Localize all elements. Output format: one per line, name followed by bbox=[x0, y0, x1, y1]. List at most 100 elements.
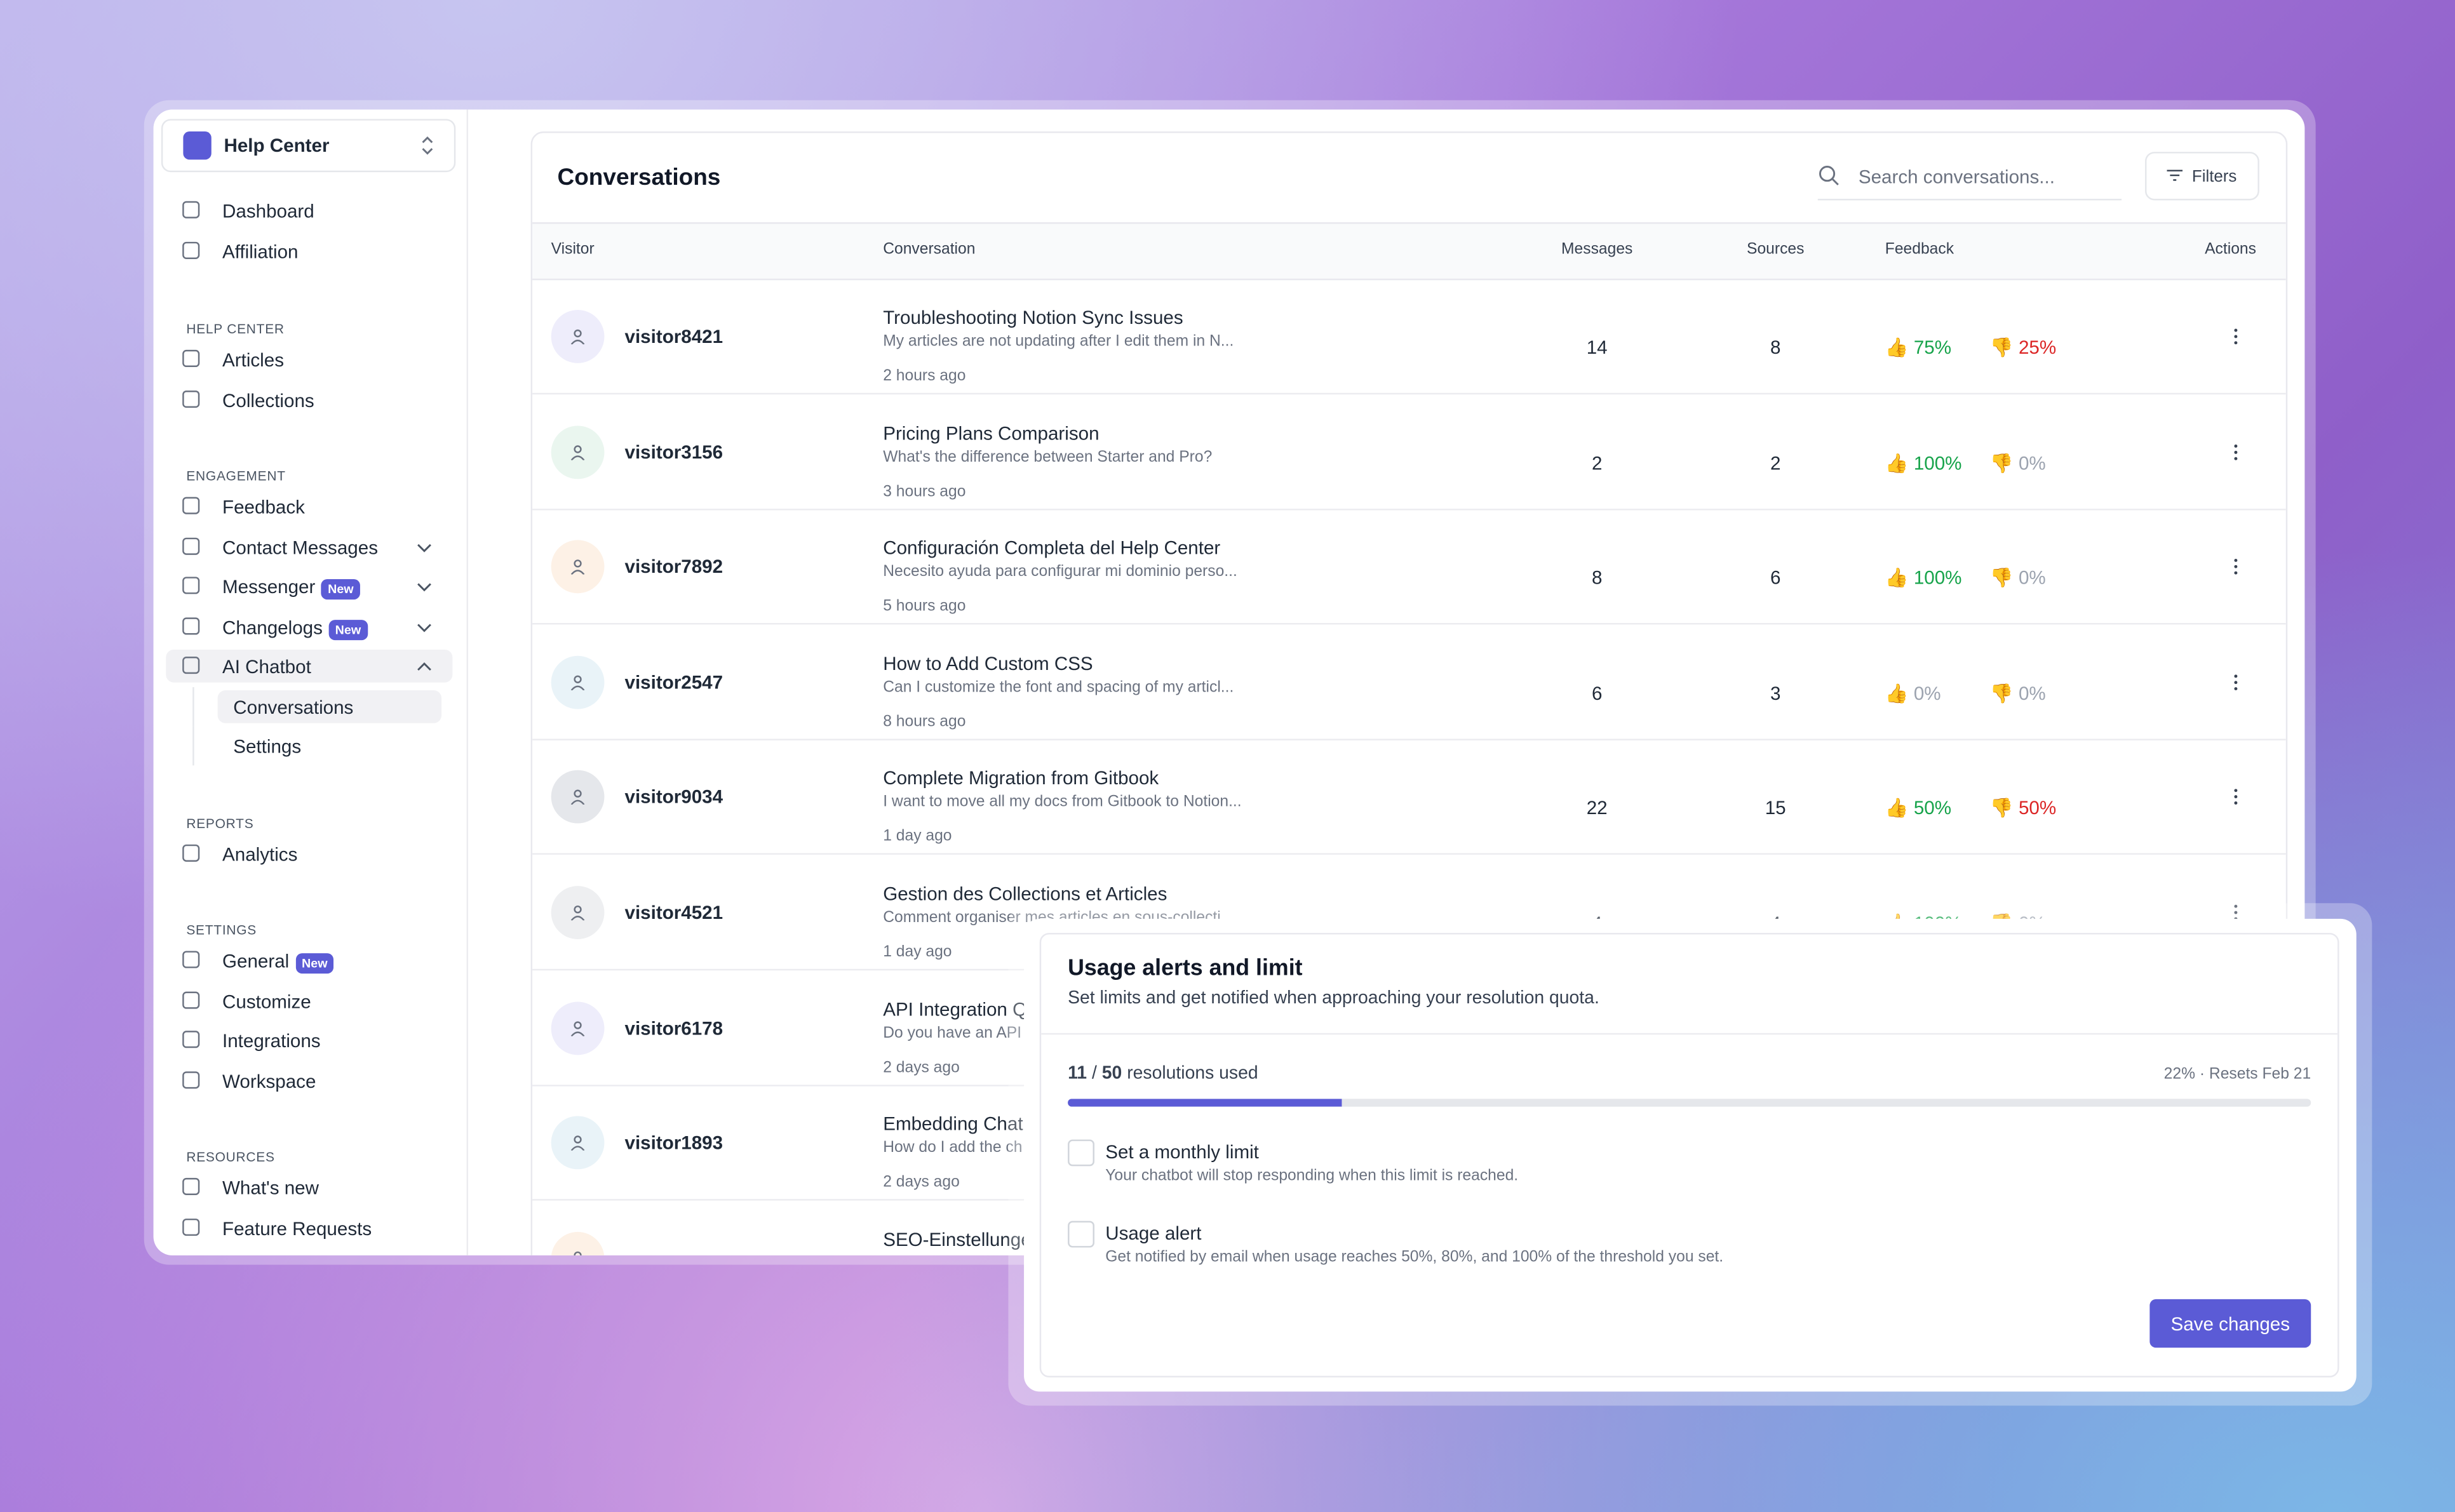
nav-subline bbox=[192, 726, 194, 766]
option-label: Set a monthly limit bbox=[1105, 1141, 1259, 1163]
nav-subitem[interactable]: Settings bbox=[218, 730, 441, 763]
panel-title: Conversations bbox=[557, 164, 721, 191]
conversation-title: Gestion des Collections et Articles bbox=[883, 883, 1167, 905]
filters-button[interactable]: Filters bbox=[2144, 152, 2259, 201]
conversation-time: 1 day ago bbox=[883, 944, 952, 961]
app-window: Help Center Dashboard Affiliation HELP CEN… bbox=[153, 109, 2305, 1255]
nav-item[interactable]: Contact Messages bbox=[166, 530, 452, 563]
conversation-time: 8 hours ago bbox=[883, 713, 966, 731]
save-button[interactable]: Save changes bbox=[2149, 1299, 2311, 1348]
nav-label: What's new bbox=[222, 1177, 319, 1200]
avatar bbox=[551, 1001, 605, 1055]
negative-feedback: 👎 25% bbox=[1989, 336, 2057, 359]
avatar bbox=[551, 1231, 605, 1255]
nav-icon bbox=[182, 1178, 200, 1196]
visitor-name: visitor1893 bbox=[624, 1132, 723, 1154]
nav-icon bbox=[182, 844, 200, 862]
nav-icon bbox=[182, 1218, 200, 1236]
search-input[interactable]: Search conversations... bbox=[1817, 155, 2122, 201]
row-actions[interactable] bbox=[2226, 786, 2245, 808]
visitor-name: visitor7892 bbox=[624, 556, 723, 579]
sources-count: 6 bbox=[1770, 566, 1781, 589]
nav-icon bbox=[182, 201, 200, 218]
row-actions[interactable] bbox=[2226, 671, 2245, 693]
nav-label-text: Contact Messages bbox=[222, 536, 379, 559]
usage-suffix: resolutions used bbox=[1127, 1064, 1258, 1083]
conversation-row[interactable]: visitor7892 Configuración Completa del He… bbox=[532, 509, 2286, 625]
nav-item[interactable]: Collections bbox=[166, 383, 452, 416]
nav-item[interactable]: Feedback bbox=[166, 490, 452, 523]
dot bbox=[2234, 911, 2238, 914]
visitor-name: visitor2547 bbox=[624, 671, 723, 693]
nav-item[interactable]: Articles bbox=[166, 343, 452, 376]
nav-item[interactable]: Workspace bbox=[166, 1064, 452, 1097]
visitor-name: visitor9034 bbox=[624, 786, 723, 808]
nav-item[interactable]: Feature Requests bbox=[166, 1211, 452, 1244]
nav-item[interactable]: Messenger New bbox=[166, 570, 452, 603]
option-label: Usage alert bbox=[1105, 1221, 1202, 1244]
avatar-icon bbox=[570, 675, 585, 690]
visitor-name: visitor8421 bbox=[624, 325, 723, 348]
messages-count: 22 bbox=[1586, 797, 1608, 820]
nav-item[interactable]: What's new bbox=[166, 1171, 452, 1204]
nav-item[interactable]: Customize bbox=[166, 984, 452, 1017]
positive-value: 50% bbox=[1913, 797, 1952, 820]
conversation-time: 2 days ago bbox=[883, 1059, 960, 1076]
column-header: Messages bbox=[1561, 241, 1633, 258]
row-actions[interactable] bbox=[2226, 326, 2245, 348]
conversation-row[interactable]: visitor9034 Complete Migration from Gitbo… bbox=[532, 739, 2286, 855]
avatar-icon bbox=[570, 445, 585, 460]
nav-item[interactable]: AI Chatbot bbox=[166, 650, 453, 683]
nav-icon bbox=[182, 241, 200, 258]
nav-label-text: AI Chatbot bbox=[222, 656, 311, 678]
avatar bbox=[551, 655, 605, 709]
nav-item[interactable]: Analytics bbox=[166, 837, 452, 870]
modal-card: Usage alerts and limit Set limits and ge… bbox=[1039, 933, 2339, 1378]
conversation-row[interactable]: visitor3156 Pricing Plans Comparison What'… bbox=[532, 394, 2286, 510]
nav-item[interactable]: Integrations bbox=[166, 1024, 452, 1057]
sources-count: 3 bbox=[1770, 682, 1781, 704]
usage-used: 11 bbox=[1068, 1064, 1087, 1083]
conversation-time: 3 hours ago bbox=[883, 483, 966, 500]
nav-label: Workspace bbox=[222, 1070, 316, 1092]
negative-value: 0% bbox=[2018, 452, 2046, 474]
chevron bbox=[417, 662, 431, 671]
nav-badge: New bbox=[295, 953, 334, 974]
nav-label: Dashboard bbox=[222, 201, 314, 223]
column-header: Sources bbox=[1747, 241, 1805, 258]
checkbox[interactable] bbox=[1068, 1220, 1094, 1247]
nav-subline bbox=[192, 686, 194, 726]
nav-item[interactable]: Dashboard bbox=[166, 194, 452, 227]
conversation-time: 1 day ago bbox=[883, 828, 952, 846]
avatar bbox=[551, 1116, 605, 1170]
nav-item[interactable]: Affiliation bbox=[166, 234, 452, 267]
modal-title: Usage alerts and limit bbox=[1068, 956, 1303, 982]
section-heading: HELP CENTER bbox=[186, 321, 285, 337]
avatar-icon bbox=[570, 329, 585, 345]
nav-item[interactable]: Changelogs New bbox=[166, 610, 452, 643]
nav-item[interactable]: General New bbox=[166, 944, 452, 977]
avatar bbox=[551, 540, 605, 594]
nav-label: Analytics bbox=[222, 843, 297, 866]
positive-value: 0% bbox=[1913, 682, 1941, 704]
row-actions[interactable] bbox=[2226, 556, 2245, 579]
nav-label-text: Changelogs bbox=[222, 616, 323, 638]
workspace-switcher[interactable]: Help Center bbox=[161, 119, 456, 173]
checkbox[interactable] bbox=[1068, 1139, 1094, 1167]
positive-feedback: 👍 50% bbox=[1885, 797, 1952, 820]
option-description: Get notified by email when usage reaches… bbox=[1105, 1248, 1724, 1266]
nav-subitem[interactable]: Conversations bbox=[217, 690, 442, 723]
nav-badge: New bbox=[328, 619, 368, 640]
conversation-row[interactable]: visitor8421 Troubleshooting Notion Sync I… bbox=[532, 279, 2286, 395]
negative-value: 0% bbox=[2018, 682, 2046, 704]
filter-icon bbox=[2167, 170, 2183, 181]
conversation-row[interactable]: visitor2547 How to Add Custom CSS Can I cu… bbox=[532, 624, 2286, 740]
conversation-row[interactable]: SEO-Einstellungen bbox=[532, 1200, 2286, 1255]
visitor-name: visitor3156 bbox=[624, 441, 723, 463]
nav-label-text: Feature Requests bbox=[222, 1217, 372, 1240]
search-icon bbox=[1819, 166, 1839, 185]
chevron bbox=[417, 583, 431, 592]
row-actions[interactable] bbox=[2226, 441, 2245, 463]
dot bbox=[2234, 674, 2238, 678]
conversation-preview: What's the difference between Starter an… bbox=[883, 448, 1213, 466]
